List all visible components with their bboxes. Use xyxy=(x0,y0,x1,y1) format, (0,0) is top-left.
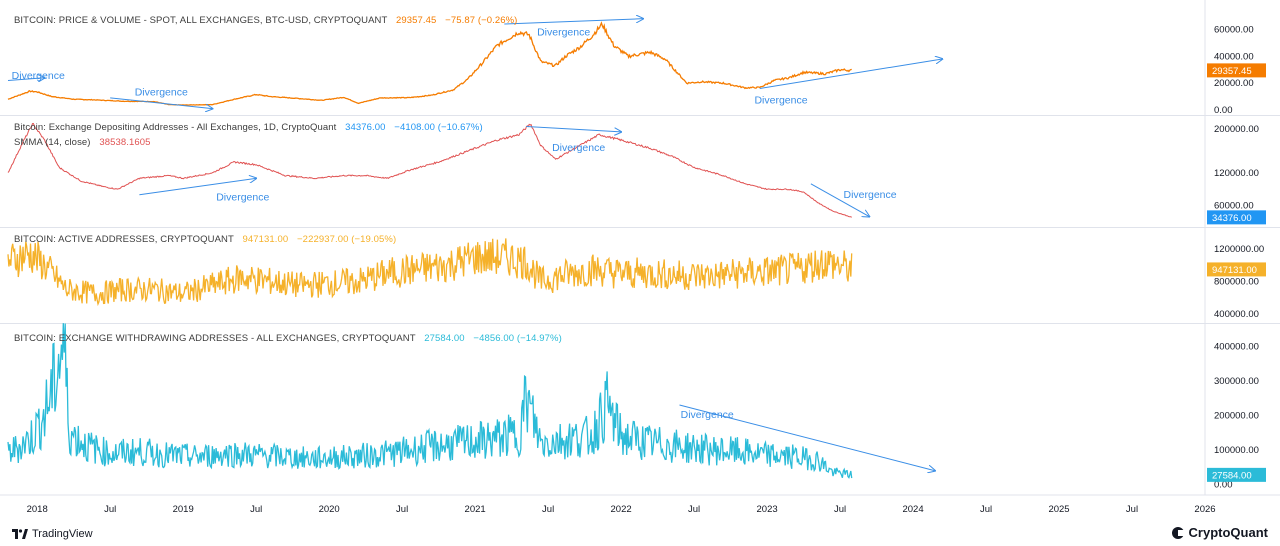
divergence-label: Divergence xyxy=(681,409,734,421)
x-tick-label: Jul xyxy=(1126,504,1138,515)
divergence-label: Divergence xyxy=(537,26,590,38)
divergence-label: Divergence xyxy=(843,189,896,201)
panel-3-title: BITCOIN: ACTIVE ADDRESSES, CRYPTOQUANT 9… xyxy=(14,234,396,245)
y-tick-label: 0.00 xyxy=(1214,480,1233,491)
x-tick-label: Jul xyxy=(834,504,846,515)
last-value-badge-label: 27584.00 xyxy=(1212,470,1252,481)
last-value-badge xyxy=(1207,262,1266,277)
x-tick-label: 2023 xyxy=(757,504,778,515)
series-line-panel-2 xyxy=(7,122,852,218)
x-tick-label: Jul xyxy=(542,504,554,515)
panel-4-change: −4856.00 (−14.97%) xyxy=(473,333,562,344)
tradingview-label: TradingView xyxy=(32,528,93,540)
x-tick-label: 2020 xyxy=(319,504,340,515)
x-tick-label: Jul xyxy=(980,504,992,515)
y-tick-label: 300000.00 xyxy=(1214,376,1259,387)
smma-label: SMMA (14, close) xyxy=(14,137,91,148)
y-tick-label: 800000.00 xyxy=(1214,277,1259,288)
panel-1-last: 29357.45 xyxy=(395,15,437,26)
divergence-arrow xyxy=(679,404,934,471)
last-value-badge xyxy=(1207,63,1266,78)
x-axis: 2018 Jul 2019 Jul 2020 Jul 2021 Jul 2022 Jul 2023 J… xyxy=(27,504,1216,515)
y-tick-label: 120000.00 xyxy=(1214,168,1259,179)
last-value-badge-label: 34376.00 xyxy=(1212,213,1252,224)
last-value-badge xyxy=(1207,210,1266,225)
panel-4-last: 27584.00 xyxy=(424,333,465,344)
cryptoquant-logo: CryptoQuant xyxy=(1171,525,1268,540)
divergence-arrow xyxy=(7,78,44,81)
panel-2-last: 34376.00 xyxy=(345,122,386,133)
divergence-arrow xyxy=(139,178,256,196)
y-tick-label: 20000.00 xyxy=(1214,78,1254,89)
divergence-label: Divergence xyxy=(12,70,65,82)
chart-grid xyxy=(0,0,1280,496)
y-tick-label: 0.00 xyxy=(1214,105,1233,116)
x-tick-label: Jul xyxy=(396,504,408,515)
divergence-label: Divergence xyxy=(135,86,188,98)
y-tick-label: 400000.00 xyxy=(1214,309,1259,320)
panel-2-title-text: Bitcoin: Exchange Depositing Addresses -… xyxy=(14,122,337,133)
x-tick-label: 2019 xyxy=(173,504,194,515)
y-tick-label: 100000.00 xyxy=(1214,445,1259,456)
panel-1-title: BITCOIN: PRICE & VOLUME - SPOT, ALL EXCH… xyxy=(14,15,517,26)
divergence-arrow xyxy=(526,125,621,131)
divergence-label: Divergence xyxy=(216,192,269,204)
divergence-label: Divergence xyxy=(552,142,605,154)
x-tick-label: 2018 xyxy=(27,504,48,515)
x-tick-label: 2026 xyxy=(1194,504,1215,515)
y-tick-label: 60000.00 xyxy=(1214,201,1254,212)
panel-2-smma: SMMA (14, close) 38538.1605 xyxy=(14,137,151,148)
panel-4-title: BITCOIN: EXCHANGE WITHDRAWING ADDRESSES … xyxy=(14,333,562,344)
panel-2-change: −4108.00 (−10.67%) xyxy=(394,122,483,133)
last-value-badge-label: 29357.45 xyxy=(1212,66,1252,77)
tradingview-logo[interactable]: TradingView xyxy=(12,528,93,540)
y-tick-label: 40000.00 xyxy=(1214,51,1254,62)
cryptoquant-icon xyxy=(1171,526,1184,539)
panel-2-title: Bitcoin: Exchange Depositing Addresses -… xyxy=(14,122,483,133)
tradingview-icon xyxy=(12,529,28,539)
y-tick-label: 60000.00 xyxy=(1214,24,1254,35)
divergence-arrow xyxy=(504,19,643,25)
divergence-arrow xyxy=(810,183,869,217)
last-value-badge-label: 947131.00 xyxy=(1212,265,1257,276)
cryptoquant-label: CryptoQuant xyxy=(1188,525,1268,540)
panel-3-title-text: BITCOIN: ACTIVE ADDRESSES, CRYPTOQUANT xyxy=(14,234,234,245)
x-tick-label: 2025 xyxy=(1048,504,1069,515)
y-tick-label: 1200000.00 xyxy=(1214,244,1264,255)
y-tick-label: 200000.00 xyxy=(1214,124,1259,135)
x-tick-label: Jul xyxy=(250,504,262,515)
series-line-panel-3 xyxy=(7,238,853,307)
panel-4-title-text: BITCOIN: EXCHANGE WITHDRAWING ADDRESSES … xyxy=(14,333,416,344)
divergence-arrow xyxy=(110,97,212,109)
annotations: Divergence Divergence Divergence Divergence… xyxy=(7,19,942,471)
divergence-label: Divergence xyxy=(754,95,807,107)
y-tick-label: 200000.00 xyxy=(1214,410,1259,421)
x-tick-label: 2021 xyxy=(465,504,486,515)
divergence-arrow xyxy=(759,59,942,90)
panel-1-title-text: BITCOIN: PRICE & VOLUME - SPOT, ALL EXCH… xyxy=(14,15,388,26)
last-value-badge xyxy=(1207,467,1266,482)
x-tick-label: 2022 xyxy=(611,504,632,515)
y-tick-label: 400000.00 xyxy=(1214,341,1259,352)
series-line-panel-4 xyxy=(7,323,853,479)
x-tick-label: 2024 xyxy=(902,504,923,515)
x-tick-label: Jul xyxy=(688,504,700,515)
y-axis: 60000.00 40000.00 20000.00 0.00 29357.45 2000… xyxy=(1207,24,1266,491)
panel-3-last: 947131.00 xyxy=(242,234,289,245)
smma-value: 38538.1605 xyxy=(99,137,151,148)
x-tick-label: Jul xyxy=(104,504,116,515)
panel-1-change: −75.87 (−0.26%) xyxy=(445,15,518,26)
panel-3-change: −222937.00 (−19.05%) xyxy=(297,234,397,245)
